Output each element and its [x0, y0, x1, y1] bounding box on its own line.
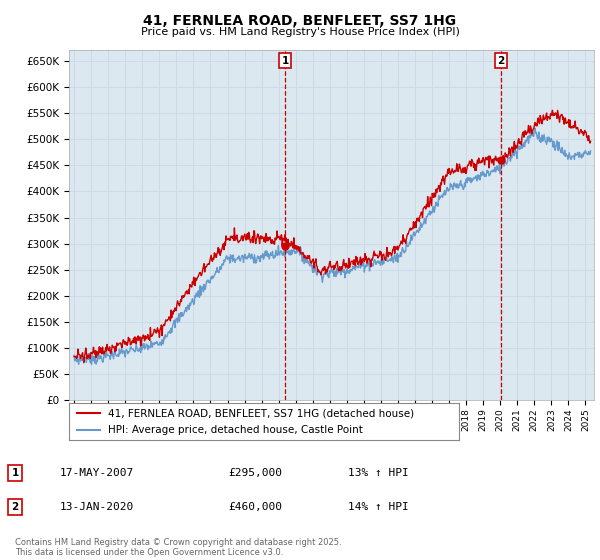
Text: £460,000: £460,000 — [228, 502, 282, 512]
Text: 2: 2 — [497, 55, 505, 66]
Text: 1: 1 — [11, 468, 19, 478]
Text: 41, FERNLEA ROAD, BENFLEET, SS7 1HG (detached house): 41, FERNLEA ROAD, BENFLEET, SS7 1HG (det… — [108, 408, 414, 418]
Text: 2: 2 — [11, 502, 19, 512]
Text: 17-MAY-2007: 17-MAY-2007 — [60, 468, 134, 478]
Text: Contains HM Land Registry data © Crown copyright and database right 2025.
This d: Contains HM Land Registry data © Crown c… — [15, 538, 341, 557]
Text: 14% ↑ HPI: 14% ↑ HPI — [348, 502, 409, 512]
Text: 41, FERNLEA ROAD, BENFLEET, SS7 1HG: 41, FERNLEA ROAD, BENFLEET, SS7 1HG — [143, 14, 457, 28]
Text: 13-JAN-2020: 13-JAN-2020 — [60, 502, 134, 512]
Text: £295,000: £295,000 — [228, 468, 282, 478]
Text: 1: 1 — [281, 55, 289, 66]
Text: HPI: Average price, detached house, Castle Point: HPI: Average price, detached house, Cast… — [108, 425, 363, 435]
Text: 13% ↑ HPI: 13% ↑ HPI — [348, 468, 409, 478]
Text: Price paid vs. HM Land Registry's House Price Index (HPI): Price paid vs. HM Land Registry's House … — [140, 27, 460, 37]
